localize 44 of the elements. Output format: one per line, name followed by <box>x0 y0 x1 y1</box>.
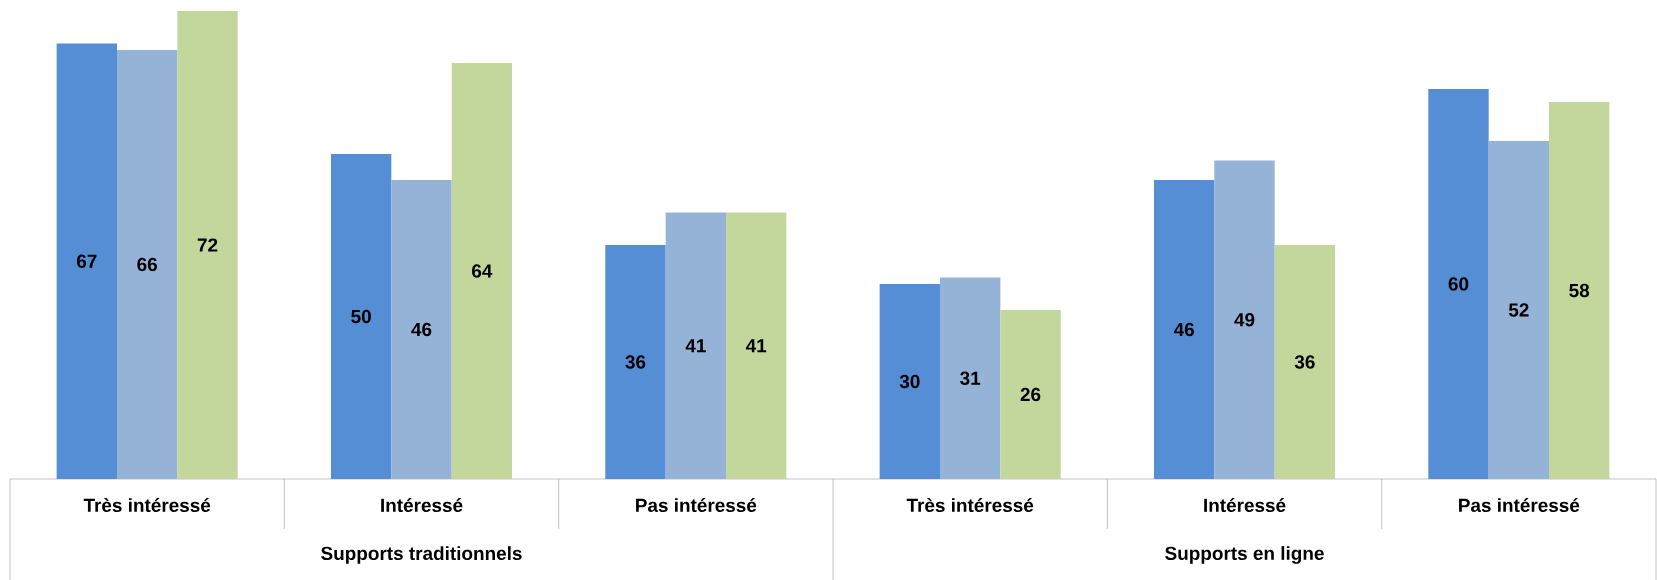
data-label: 72 <box>197 238 218 252</box>
data-label: 50 <box>351 309 371 324</box>
data-label: 36 <box>625 355 646 369</box>
bar <box>605 245 666 479</box>
x-tick-label: Très intéressé <box>906 497 1034 513</box>
bar <box>665 212 727 479</box>
bar <box>940 277 1001 479</box>
bar <box>1214 160 1275 479</box>
bar <box>1153 180 1215 479</box>
data-label: 64 <box>472 264 493 278</box>
data-label: 52 <box>1508 303 1529 317</box>
data-label: 26 <box>1020 387 1041 402</box>
data-label: 36 <box>1294 355 1315 369</box>
bar <box>1000 310 1061 479</box>
x-tick-label: Intéressé <box>1204 497 1286 513</box>
data-label: 41 <box>685 339 706 353</box>
x-tick-label: Pas intéressé <box>1459 497 1580 513</box>
x-tick-label: Intéressé <box>381 497 463 513</box>
x-tick-label: Très intéressé <box>83 497 211 513</box>
data-label: 41 <box>745 339 767 353</box>
x-tick-label: Pas intéressé <box>636 497 757 513</box>
data-label: 30 <box>899 374 920 389</box>
text: Supports traditionnels <box>321 546 522 564</box>
data-label: 49 <box>1234 313 1255 327</box>
bar <box>1488 141 1550 479</box>
data-label: 60 <box>1448 277 1469 291</box>
bar <box>391 180 452 479</box>
text: Supports en ligne <box>1165 546 1324 564</box>
data-label: 66 <box>137 257 158 272</box>
bar <box>879 284 940 479</box>
data-label: 46 <box>411 322 432 337</box>
bar <box>1549 102 1610 479</box>
bar <box>451 63 513 479</box>
data-label: 58 <box>1569 283 1590 298</box>
bar <box>56 43 117 479</box>
bar <box>726 212 787 479</box>
bar <box>330 154 392 479</box>
bar <box>116 50 178 479</box>
bar <box>1274 245 1336 479</box>
data-label: 67 <box>76 254 97 268</box>
data-label: 46 <box>1173 322 1194 337</box>
bar <box>1428 89 1489 479</box>
data-label: 31 <box>960 371 981 385</box>
bar <box>177 11 238 479</box>
